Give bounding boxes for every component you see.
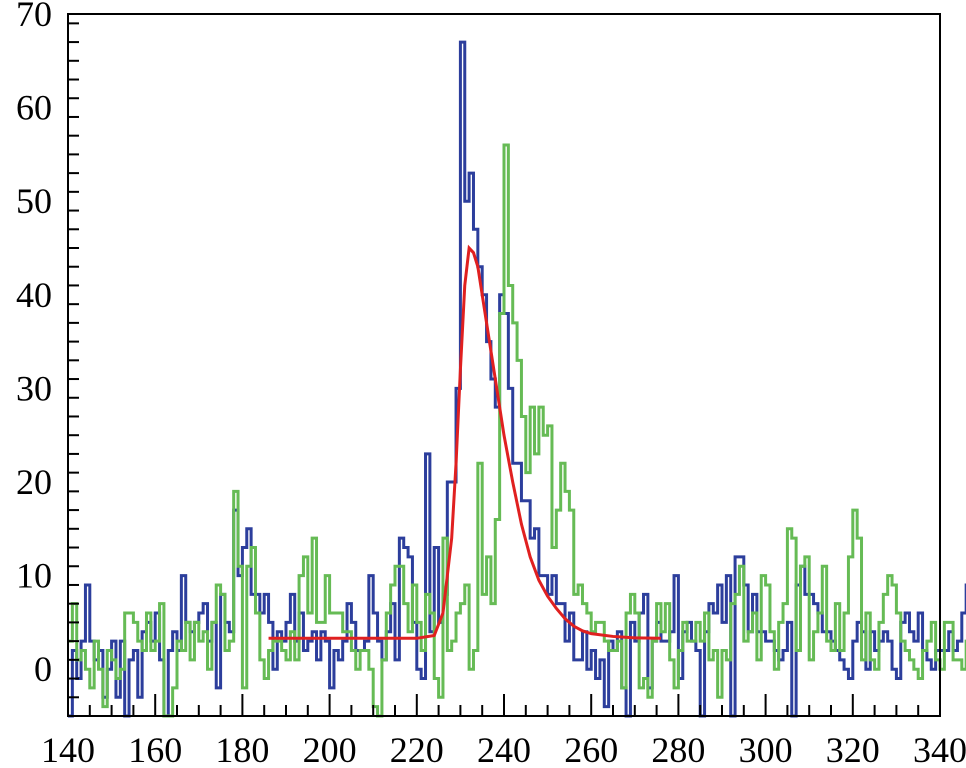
x-tick-label: 180 bbox=[215, 730, 269, 768]
y-tick-label: 60 bbox=[16, 88, 52, 128]
y-tick-label: 40 bbox=[16, 275, 52, 315]
series-line-2 bbox=[68, 143, 966, 718]
series-line-1 bbox=[68, 40, 966, 718]
y-tick-label: 20 bbox=[16, 462, 52, 502]
series-line-3 bbox=[268, 244, 661, 640]
x-tick-label: 340 bbox=[913, 730, 966, 768]
series-layer bbox=[68, 40, 966, 718]
y-tick-label: 70 bbox=[16, 0, 52, 34]
x-tick-label: 200 bbox=[303, 730, 357, 768]
x-tick-label: 220 bbox=[390, 730, 444, 768]
x-tick-label: 280 bbox=[651, 730, 705, 768]
y-tick-label: 10 bbox=[16, 556, 52, 596]
x-tick-label: 320 bbox=[826, 730, 880, 768]
y-tick-label: 30 bbox=[16, 368, 52, 408]
x-tick-label: 140 bbox=[41, 730, 95, 768]
x-tick-label: 260 bbox=[564, 730, 618, 768]
x-tick-label: 160 bbox=[128, 730, 182, 768]
x-tick-label: 300 bbox=[739, 730, 793, 768]
x-tick-label: 240 bbox=[477, 730, 531, 768]
y-tick-label: 50 bbox=[16, 181, 52, 221]
y-tick-label: 0 bbox=[34, 649, 52, 689]
axes-layer: 140 160 180 200 220 240 260 280 300 320 340 0 10 20 30… bbox=[16, 0, 966, 768]
